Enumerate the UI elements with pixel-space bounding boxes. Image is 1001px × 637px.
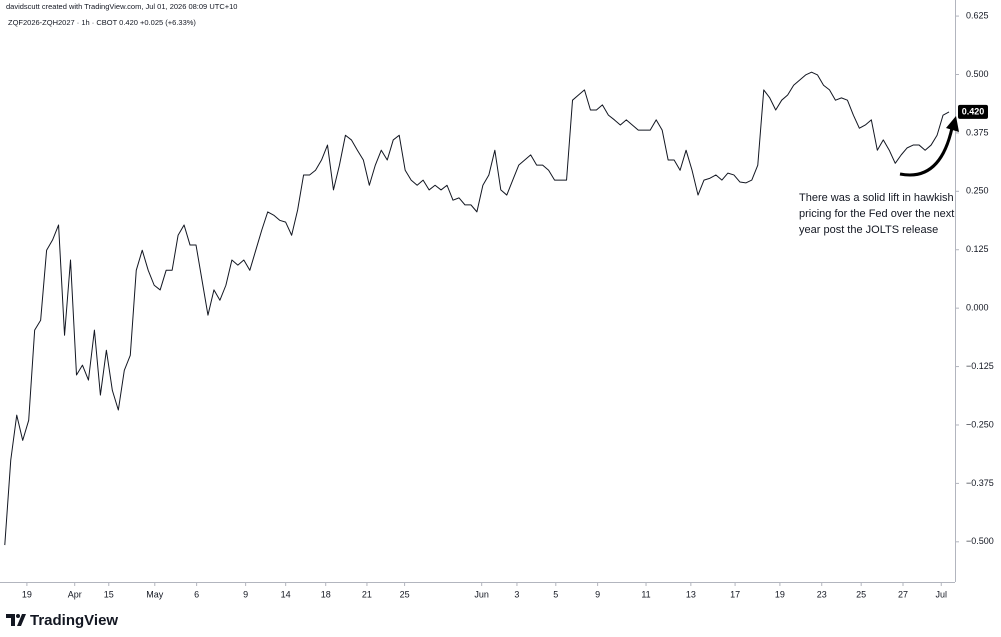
annotation: year post the JOLTS release	[799, 224, 938, 236]
y-tick-label: 0.125	[966, 244, 989, 254]
y-tick-label: −0.500	[966, 536, 994, 546]
legend-last: 0.420	[119, 18, 138, 27]
legend-change: +0.025 (+6.33%)	[140, 18, 196, 27]
x-tick-label: 27	[898, 589, 908, 599]
logo-mark	[6, 614, 26, 626]
price-label-box	[958, 104, 988, 119]
x-tick-label: 25	[400, 589, 410, 599]
x-tick-label: 11	[641, 589, 650, 599]
x-tick-label: 5	[553, 589, 558, 599]
x-tick-label: 6	[194, 589, 199, 599]
x-tick-label: 13	[686, 589, 696, 599]
legend-symbol: ZQF2026-ZQH2027 · 1h · CBOT	[8, 18, 118, 27]
x-tick-label: 19	[22, 589, 32, 599]
x-tick-label: Jul	[935, 589, 947, 599]
y-tick-label: −0.125	[966, 361, 994, 371]
x-tick-label: 14	[281, 589, 291, 599]
x-tick-label: Jun	[474, 589, 489, 599]
x-tick-label: 17	[730, 589, 740, 599]
x-tick-label: Apr	[68, 589, 82, 599]
x-tick-label: 25	[856, 589, 866, 599]
legend: ZQF2026-ZQH2027 · 1h · CBOT 0.420 +0.025…	[8, 18, 196, 27]
y-tick-label: −0.250	[966, 419, 994, 429]
x-tick-label: 21	[362, 589, 372, 599]
x-tick-label: 18	[321, 589, 331, 599]
price-line	[4, 71, 950, 546]
arrow	[899, 127, 954, 177]
header: davidscutt created with TradingView.com,…	[6, 2, 237, 11]
y-tick-label: 0.625	[966, 10, 989, 20]
arrow-head	[946, 116, 959, 132]
x-tick-label: 19	[775, 589, 785, 599]
y-tick-label: 0.375	[966, 127, 989, 137]
brand: TradingView	[30, 612, 118, 629]
y-tick-label: −0.375	[966, 478, 994, 488]
x-tick-label: 9	[595, 589, 600, 599]
x-tick-label: 23	[817, 589, 827, 599]
annotation: pricing for the Fed over the next	[799, 208, 954, 220]
x-tick-label: 3	[514, 589, 519, 599]
y-tick-label: 0.500	[966, 69, 989, 79]
x-tick-label: 15	[104, 589, 114, 599]
annotation: There was a solid lift in hawkish	[799, 192, 954, 204]
x-tick-label: May	[146, 589, 164, 599]
logo-dot	[16, 614, 20, 618]
price-label: 0.420	[962, 106, 985, 116]
y-tick-label: 0.250	[966, 186, 989, 196]
logo: TradingView	[6, 612, 118, 629]
x-tick-label: 9	[243, 589, 248, 599]
y-tick-label: 0.000	[966, 303, 989, 313]
